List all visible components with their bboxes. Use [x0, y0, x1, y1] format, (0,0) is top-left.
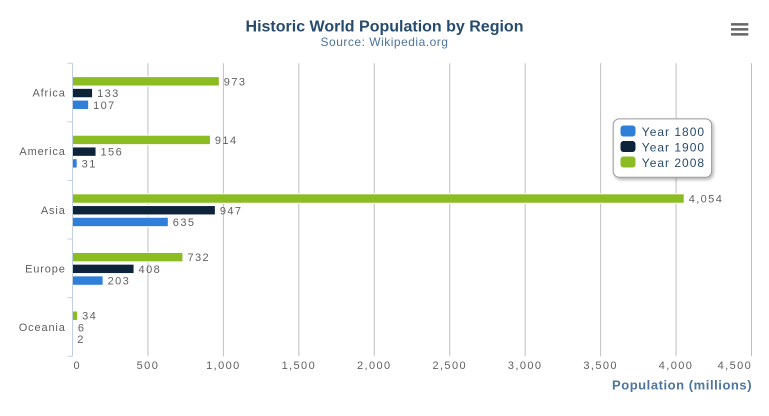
svg-text:4,000: 4,000 — [659, 360, 694, 372]
svg-text:Historic World Population by R: Historic World Population by Region — [246, 19, 524, 36]
svg-text:973: 973 — [224, 76, 247, 88]
svg-text:3,000: 3,000 — [508, 360, 543, 372]
svg-text:2,000: 2,000 — [357, 360, 392, 372]
svg-text:Europe: Europe — [25, 263, 66, 275]
svg-text:0: 0 — [74, 360, 80, 372]
svg-text:732: 732 — [187, 252, 210, 264]
svg-text:1,500: 1,500 — [282, 360, 317, 372]
svg-text:635: 635 — [173, 217, 196, 229]
svg-text:156: 156 — [101, 147, 124, 159]
svg-text:Africa: Africa — [32, 88, 65, 100]
svg-text:2: 2 — [77, 334, 85, 346]
svg-text:500: 500 — [137, 360, 160, 372]
svg-text:Year 1800: Year 1800 — [642, 125, 705, 139]
svg-text:Year 1900: Year 1900 — [642, 141, 705, 155]
svg-text:31: 31 — [82, 158, 97, 170]
svg-text:4,500: 4,500 — [718, 360, 753, 372]
svg-text:34: 34 — [82, 311, 97, 323]
svg-text:Oceania: Oceania — [19, 322, 66, 334]
svg-text:107: 107 — [93, 100, 116, 112]
svg-text:203: 203 — [108, 276, 131, 288]
svg-text:6: 6 — [78, 322, 86, 334]
svg-text:Source: Wikipedia.org: Source: Wikipedia.org — [321, 35, 449, 49]
svg-text:408: 408 — [139, 264, 162, 276]
svg-text:133: 133 — [97, 88, 120, 100]
svg-text:Year 2008: Year 2008 — [642, 156, 705, 170]
svg-text:2,500: 2,500 — [432, 360, 467, 372]
svg-text:4,054: 4,054 — [689, 194, 724, 206]
svg-text:3,500: 3,500 — [583, 360, 618, 372]
svg-text:America: America — [19, 146, 65, 158]
svg-text:Population (millions): Population (millions) — [612, 377, 752, 392]
svg-text:914: 914 — [215, 135, 238, 147]
svg-text:Asia: Asia — [41, 205, 66, 217]
svg-text:1,000: 1,000 — [206, 360, 241, 372]
svg-text:947: 947 — [220, 205, 243, 217]
